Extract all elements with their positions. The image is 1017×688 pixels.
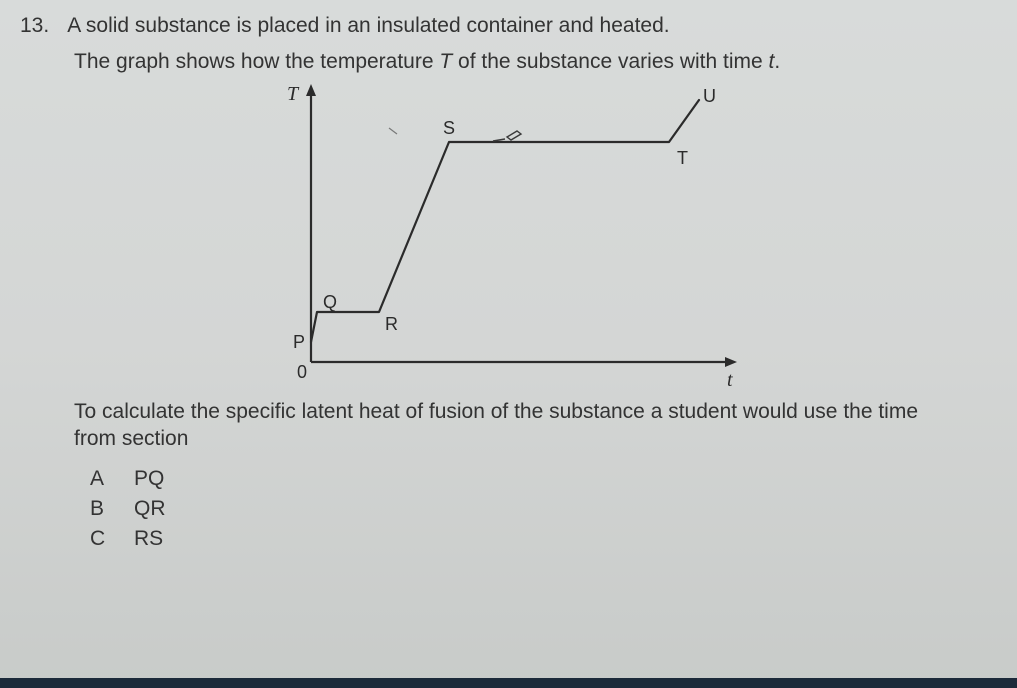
option-text: PQ xyxy=(134,467,164,491)
variable-T: T xyxy=(439,50,452,73)
option-text: RS xyxy=(134,527,163,551)
svg-text:P: P xyxy=(293,332,305,352)
svg-text:Q: Q xyxy=(323,292,337,312)
svg-text:T: T xyxy=(677,148,688,168)
option-letter: A xyxy=(90,467,108,491)
svg-text:U: U xyxy=(703,86,716,106)
svg-text:T: T xyxy=(287,83,300,105)
svg-text:R: R xyxy=(385,314,398,334)
prompt-text: To calculate the specific latent heat of… xyxy=(74,398,943,453)
option-letter: C xyxy=(90,527,108,551)
question-line2: The graph shows how the temperature T of… xyxy=(74,50,997,74)
temperature-time-graph: Tt 0 PQ R S T U xyxy=(249,82,769,392)
option-B: B QR xyxy=(90,497,997,521)
question-header: 13. A solid substance is placed in an in… xyxy=(20,14,997,38)
svg-text:S: S xyxy=(443,118,455,138)
option-text: QR xyxy=(134,497,166,521)
question-number: 13. xyxy=(20,14,49,38)
graph-container: Tt 0 PQ R S T U xyxy=(20,82,997,392)
svg-text:t: t xyxy=(727,369,733,391)
taskbar-strip xyxy=(0,678,1017,688)
option-letter: B xyxy=(90,497,108,521)
option-C: C RS xyxy=(90,527,997,551)
question-line1: A solid substance is placed in an insula… xyxy=(67,14,669,38)
option-A: A PQ xyxy=(90,467,997,491)
svg-text:0: 0 xyxy=(297,362,307,382)
answer-options: A PQ B QR C RS xyxy=(90,467,997,551)
